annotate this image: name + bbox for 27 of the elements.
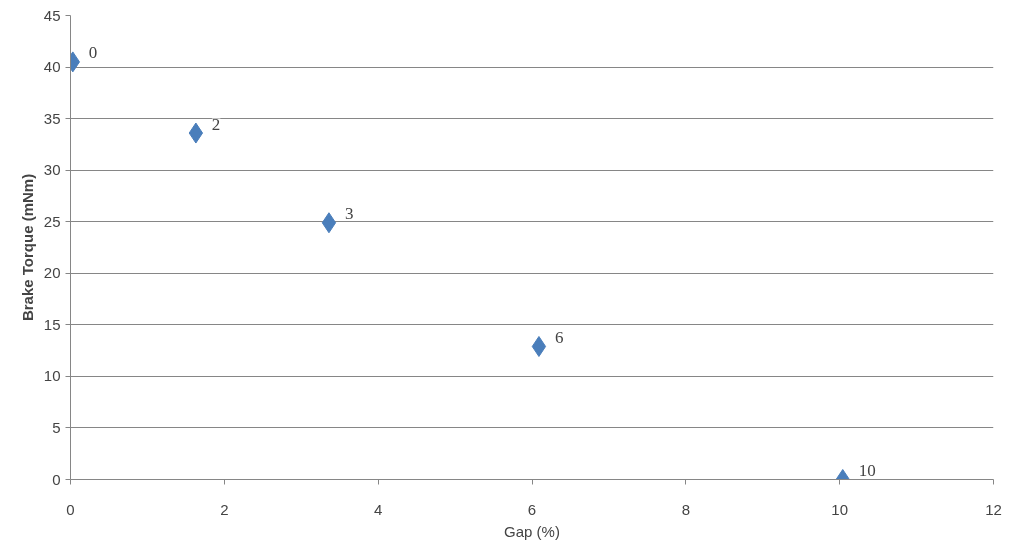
x-tick-label: 10: [831, 500, 849, 518]
text: 10: [858, 461, 876, 480]
y-tick-label: 35: [43, 109, 61, 127]
y-tick-label: 15: [43, 315, 61, 333]
text: 2: [211, 114, 221, 134]
y-tick-label: 10: [43, 367, 61, 385]
x-tick-label: 4: [374, 500, 383, 518]
text: 0: [88, 43, 98, 63]
y-tick-label: 0: [52, 470, 61, 488]
x-axis-title: Gap (%): [504, 522, 560, 540]
y-tick-label: 25: [43, 212, 61, 230]
text: 6: [554, 327, 564, 347]
y-tick-label: 45: [43, 6, 61, 24]
x-tick-label: 0: [66, 500, 75, 518]
point: [531, 335, 547, 357]
y-tick-label: 20: [43, 264, 61, 282]
x-tick-label: 6: [527, 500, 537, 518]
y-tick-label: 40: [43, 58, 61, 76]
y-axis-title: Brake Torque (mNm): [18, 173, 36, 322]
x-tick-label: 12: [985, 500, 1002, 518]
point: [188, 122, 204, 144]
x-tick-label: 8: [681, 500, 691, 518]
x-tick-label: 2: [220, 500, 229, 518]
point: [321, 212, 337, 234]
y-tick-label: 5: [52, 418, 61, 436]
text: 3: [344, 204, 354, 224]
y-tick-label: 30: [43, 161, 61, 179]
